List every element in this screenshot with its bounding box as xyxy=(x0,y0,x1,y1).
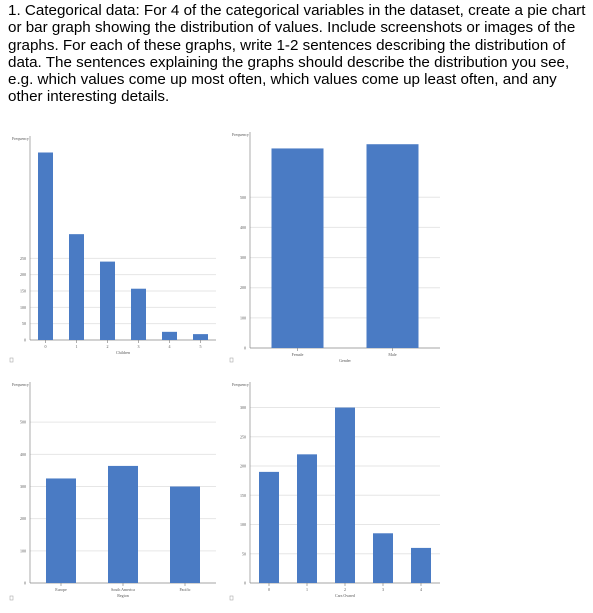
y-tick-label: 100 xyxy=(20,548,26,553)
y-tick-label: 200 xyxy=(20,272,26,277)
x-tick-label: Pacific xyxy=(179,587,190,592)
children-bar-chart: 50 100 150 200 250 0 Frequency 0 1 2 3 4 5 Children xyxy=(9,136,216,363)
x-tick-label: 0 xyxy=(268,587,270,592)
chart-region: 100 200 300 400 500 0 Frequency Europe South Ame… xyxy=(8,378,223,608)
y-tick-label: 250 xyxy=(20,256,26,261)
x-tick-label: 0 xyxy=(45,344,47,349)
y-tick-label: 500 xyxy=(20,420,26,425)
bar-2 xyxy=(100,261,115,340)
x-axis-label: Children xyxy=(116,350,130,355)
y-tick-label: 200 xyxy=(20,516,26,521)
bars-icon xyxy=(229,357,234,363)
y-tick-label: 200 xyxy=(240,285,246,290)
y-tick-label: 0 xyxy=(24,581,26,586)
bar-1 xyxy=(108,465,138,583)
bar-0 xyxy=(259,471,279,583)
x-tick-label: 2 xyxy=(107,344,109,349)
y-tick-label: 100 xyxy=(240,315,246,320)
y-tick-label: 100 xyxy=(20,305,26,310)
y-tick-label: 100 xyxy=(240,522,246,527)
y-tick-label: 0 xyxy=(244,346,246,351)
bar-1 xyxy=(297,454,317,583)
chart-cars: 50 100 150 200 250 300 0 Frequency 0 1 2 3 4 Cars Own… xyxy=(228,378,446,608)
x-tick-label: South America xyxy=(111,587,135,592)
y-tick-label: 0 xyxy=(24,338,26,343)
region-bar-chart: 100 200 300 400 500 0 Frequency Europe South Ame… xyxy=(9,382,216,601)
y-tick-label: 150 xyxy=(240,493,246,498)
x-tick-label: 4 xyxy=(420,587,422,592)
bar-2 xyxy=(335,407,355,583)
x-tick-label: 4 xyxy=(169,344,171,349)
x-tick-label: Male xyxy=(388,352,396,357)
y-axis-label: Frequency xyxy=(12,136,29,141)
y-tick-label: 50 xyxy=(242,551,246,556)
bars-icon xyxy=(9,595,14,601)
chart-children: 50 100 150 200 250 0 Frequency 0 1 2 3 4 5 Children xyxy=(8,130,223,370)
x-tick-label: 5 xyxy=(200,344,202,349)
y-axis-label: Frequency xyxy=(232,382,249,387)
bar-1 xyxy=(366,144,419,348)
y-tick-label: 400 xyxy=(240,225,246,230)
x-tick-label: 2 xyxy=(344,587,346,592)
bar-0 xyxy=(38,152,53,340)
y-tick-label: 150 xyxy=(20,289,26,294)
x-tick-label: 3 xyxy=(382,587,384,592)
bar-3 xyxy=(373,533,393,583)
bar-1 xyxy=(69,234,84,340)
bars-icon xyxy=(229,595,234,601)
x-tick-label: Europe xyxy=(55,587,67,592)
bar-2 xyxy=(170,486,200,583)
x-axis-label: Region xyxy=(117,593,129,598)
bars-icon xyxy=(9,357,14,363)
cars-bar-chart: 50 100 150 200 250 300 0 Frequency 0 1 2 3 4 Cars Own… xyxy=(229,382,440,601)
y-tick-label: 500 xyxy=(240,195,246,200)
bar-4 xyxy=(411,547,431,583)
bar-5 xyxy=(193,334,208,340)
bar-0 xyxy=(271,148,324,348)
y-tick-label: 200 xyxy=(240,464,246,469)
y-tick-label: 0 xyxy=(244,581,246,586)
chart-gender: 100 200 300 400 500 0 Frequency Female Male Gende… xyxy=(228,130,446,370)
y-tick-label: 300 xyxy=(240,255,246,260)
y-tick-label: 250 xyxy=(240,434,246,439)
x-tick-label: 1 xyxy=(306,587,308,592)
gender-bar-chart: 100 200 300 400 500 0 Frequency Female Male Gende… xyxy=(229,132,440,363)
bar-0 xyxy=(46,478,76,583)
y-tick-label: 300 xyxy=(240,405,246,410)
y-axis-label: Frequency xyxy=(232,132,249,137)
x-tick-label: 3 xyxy=(138,344,140,349)
y-tick-label: 400 xyxy=(20,452,26,457)
bar-3 xyxy=(131,288,146,340)
y-axis-label: Frequency xyxy=(12,382,29,387)
bar-4 xyxy=(162,331,177,340)
x-axis-label: Gender xyxy=(339,358,351,363)
y-tick-label: 300 xyxy=(20,484,26,489)
x-axis-label: Cars Owned xyxy=(335,593,355,598)
question-text: 1. Categorical data: For 4 of the catego… xyxy=(8,2,586,106)
y-tick-label: 50 xyxy=(22,321,26,326)
x-tick-label: 1 xyxy=(76,344,78,349)
x-tick-label: Female xyxy=(292,352,304,357)
